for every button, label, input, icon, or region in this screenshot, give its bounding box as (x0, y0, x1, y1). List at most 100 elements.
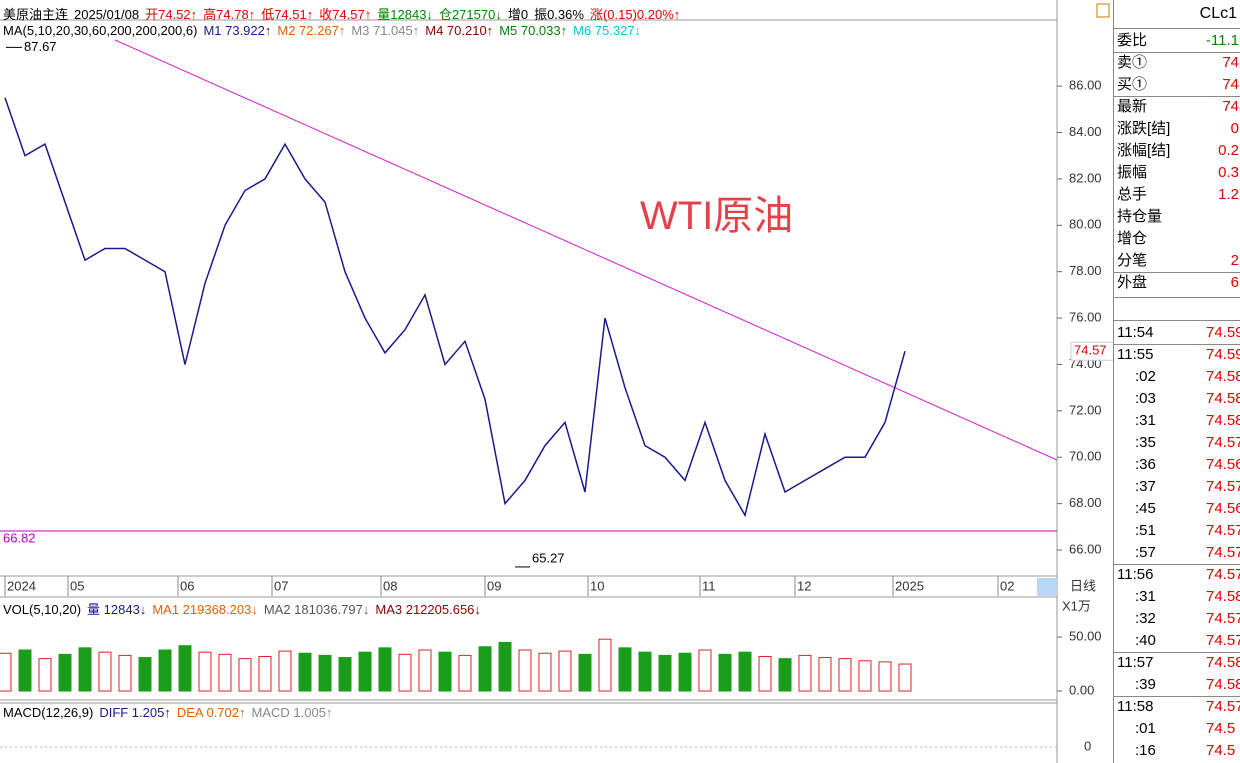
y-tick-label: 76.00 (1069, 310, 1102, 325)
legend-item: MA(5,10,20,30,60,200,200,200,6) (3, 23, 198, 38)
legend-item: 2025/01/08 (74, 7, 140, 22)
legend-item: M1 73.922↑ (203, 23, 272, 38)
divider (1114, 96, 1240, 97)
volume-bar (578, 653, 592, 692)
volume-bar (58, 653, 72, 692)
volume-bar (518, 649, 532, 692)
volume-bar (778, 658, 792, 692)
x-tick-label: 06 (180, 578, 194, 593)
volume-bar (238, 658, 252, 692)
trade-price: 74.57 (1206, 434, 1240, 451)
quote-label: 涨跌[结] (1117, 120, 1171, 137)
trade-price: 74.5 (1206, 720, 1236, 737)
quote-label: 最新 (1117, 98, 1148, 115)
trade-time: :31 (1135, 588, 1156, 605)
x-tick-label: 08 (383, 578, 397, 593)
legend-item: M5 70.033↑ (499, 23, 568, 38)
quote-row: 涨跌[结] 0 (1114, 118, 1240, 140)
y-tick-label: 84.00 (1069, 124, 1102, 139)
trade-row: :45 74.56 (1114, 498, 1240, 520)
y-tick-label: 82.00 (1069, 170, 1102, 185)
trade-price: 74.57 (1206, 478, 1240, 495)
trade-price: 74.59 (1206, 346, 1240, 363)
trade-time: :40 (1135, 632, 1156, 649)
x-tick-label: 02 (1000, 578, 1014, 593)
y-tick-label: 70.00 (1069, 449, 1102, 464)
period-label: 日线 (1070, 578, 1096, 593)
quote-label: 分笔 (1117, 252, 1148, 269)
legend-item: M3 71.045↑ (351, 23, 420, 38)
trade-price: 74.57 (1206, 632, 1240, 649)
vol-legend: VOL(5,10,20) 量 12843↓ MA1 219368.203↓ MA2 1… (3, 599, 487, 618)
volume-bar (338, 657, 352, 692)
legend-item: DEA 0.702↑ (176, 705, 246, 720)
quote-value: 0 (1230, 120, 1239, 137)
legend-item: 涨(0.15)0.20%↑ (589, 7, 681, 22)
y-tick-label: 78.00 (1069, 263, 1102, 278)
watermark-title: WTI原油 (640, 194, 794, 238)
quote-row: 外盘 6 (1114, 272, 1240, 294)
future-mark (1037, 578, 1057, 596)
quote-row: 买① 74 (1114, 74, 1240, 96)
volume-bar (398, 653, 412, 692)
trade-row: :32 74.57 (1114, 608, 1240, 630)
y-tick-label: 86.00 (1069, 78, 1102, 93)
trade-time: :36 (1135, 456, 1156, 473)
low-label: 65.27 (532, 550, 565, 565)
trade-time: :45 (1135, 500, 1156, 517)
quote-row: 持仓量 (1114, 206, 1240, 228)
trade-time: :31 (1135, 412, 1156, 429)
legend-item: M6 75.327↓ (573, 23, 642, 38)
support-label: 66.82 (3, 530, 36, 545)
trade-time: 11:58 (1117, 698, 1154, 715)
volume-bar (478, 646, 492, 692)
quote-value: 0.3 (1218, 164, 1239, 181)
quote-row: 振幅 0.3 (1114, 162, 1240, 184)
legend-item: 量12843↓ (377, 7, 433, 22)
trade-row: :37 74.57 (1114, 476, 1240, 498)
trade-time: :01 (1135, 720, 1156, 737)
quote-value: 1.2 (1218, 186, 1239, 203)
volume-bar (98, 651, 112, 692)
volume-bar (538, 652, 552, 692)
y-tick-label: 80.00 (1069, 217, 1102, 232)
quote-row: 分笔 2 (1114, 250, 1240, 272)
trade-price: 74.56 (1206, 456, 1240, 473)
quote-label: 振幅 (1117, 164, 1148, 181)
divider (1114, 297, 1240, 298)
quote-label: 卖① (1117, 54, 1148, 71)
quote-label: 持仓量 (1117, 208, 1163, 225)
trade-price: 74.58 (1206, 368, 1240, 385)
x-tick-label: 2024 (7, 578, 36, 593)
x-tick-label: 12 (797, 578, 811, 593)
volume-bar (738, 651, 752, 692)
legend-item: MA2 181036.797↓ (263, 602, 370, 617)
trade-row: :36 74.56 (1114, 454, 1240, 476)
high-label: 87.67 (24, 39, 57, 54)
quote-row: 总手 1.2 (1114, 184, 1240, 206)
volume-bar (158, 649, 172, 692)
trade-price: 74.57 (1206, 698, 1240, 715)
volume-bar (358, 651, 372, 692)
quote-label: 外盘 (1117, 274, 1148, 291)
trade-time: :16 (1135, 742, 1156, 759)
quote-value: 2 (1230, 252, 1239, 269)
quote-row: 委比 -11.1 (1114, 30, 1240, 52)
y-tick-label: 72.00 (1069, 402, 1102, 417)
divider (1114, 696, 1240, 697)
trade-row: :40 74.57 (1114, 630, 1240, 652)
trade-time: :57 (1135, 544, 1156, 561)
volume-bar (138, 657, 152, 692)
legend-item: VOL(5,10,20) (3, 602, 82, 617)
last-price-box (1070, 341, 1113, 361)
y-tick-label: 0.00 (1069, 682, 1094, 697)
quote-label: 增仓 (1117, 230, 1148, 247)
volume-bar (278, 650, 292, 692)
trade-price: 74.58 (1206, 588, 1240, 605)
legend-item: M4 70.210↑ (425, 23, 494, 38)
volume-bar (798, 654, 812, 692)
quote-label: 涨幅[结] (1117, 142, 1171, 159)
trade-time: 11:54 (1117, 324, 1154, 341)
trend-line (114, 39, 1058, 461)
